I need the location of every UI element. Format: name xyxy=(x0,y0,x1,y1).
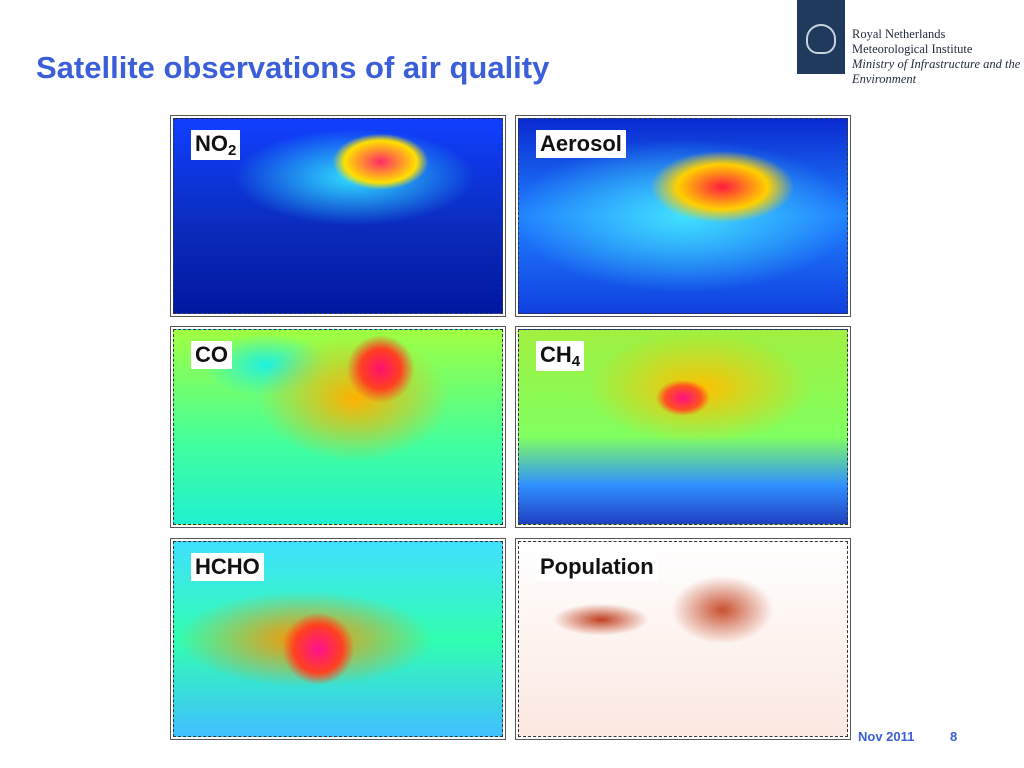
label-text: Population xyxy=(540,554,654,579)
logo-line: Meteorological Institute xyxy=(852,42,973,56)
map-panel: Population xyxy=(515,538,851,740)
label-text: CH xyxy=(540,342,572,367)
map-panel: CH4 xyxy=(515,326,851,528)
panel-label: CH4 xyxy=(536,341,585,371)
panel-label: HCHO xyxy=(191,553,264,581)
page-number: 8 xyxy=(950,729,958,744)
panel-label: NO2 xyxy=(191,130,241,160)
label-subscript: 4 xyxy=(571,353,581,370)
map-panel: Aerosol xyxy=(515,115,851,317)
label-text: CO xyxy=(195,342,228,367)
logo-line: Environment xyxy=(852,72,917,86)
slide-title: Satellite observations of air quality xyxy=(36,50,550,85)
logo-text: Royal Netherlands Meteorological Institut… xyxy=(852,27,1020,87)
map-panel: HCHO xyxy=(170,538,506,740)
footer-date: Nov 2011 xyxy=(858,729,915,744)
label-subscript: 2 xyxy=(228,142,237,159)
panel-label: Population xyxy=(536,553,658,581)
logo-line: Ministry of Infrastructure and the xyxy=(852,57,1021,71)
label-text: Aerosol xyxy=(540,131,622,156)
label-text: HCHO xyxy=(195,554,260,579)
logo-crest xyxy=(806,24,836,54)
logo-line: Royal Netherlands xyxy=(852,27,946,41)
label-text: NO xyxy=(195,131,228,156)
map-panel: NO2 xyxy=(170,115,506,317)
map-panel: CO xyxy=(170,326,506,528)
panel-label: Aerosol xyxy=(536,130,626,158)
panel-label: CO xyxy=(191,341,232,369)
